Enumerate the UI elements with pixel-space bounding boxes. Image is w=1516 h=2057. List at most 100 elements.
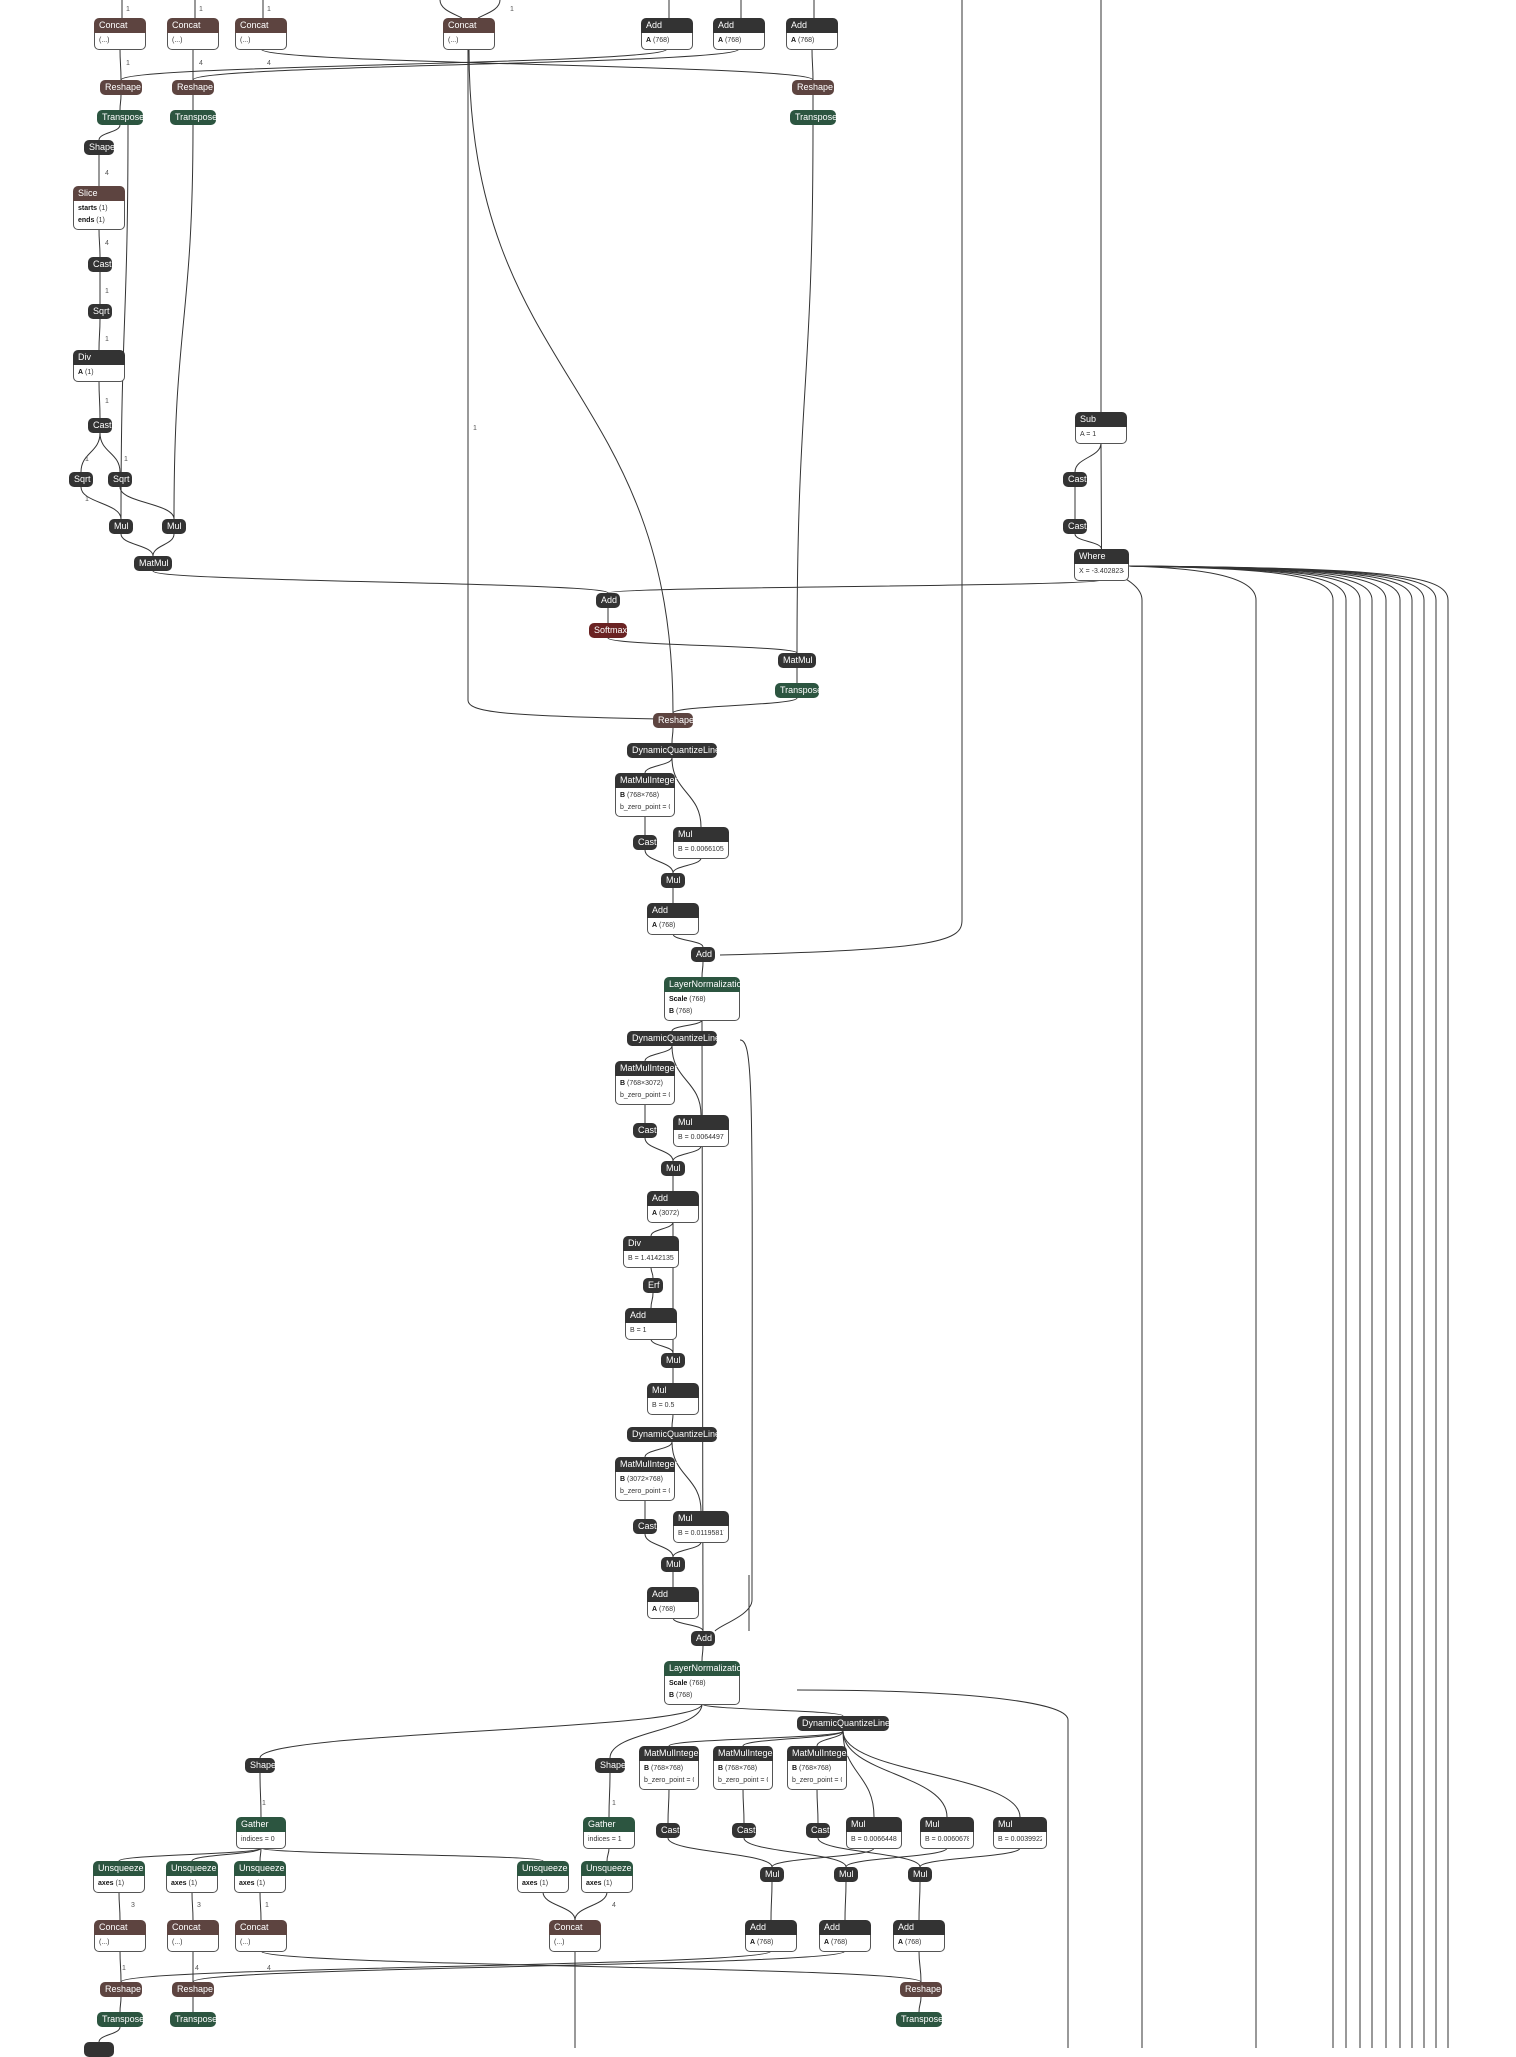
node-dynamicquantizelinear[interactable]: DynamicQuantizeLinear [627,743,728,758]
node-add[interactable]: Add [691,947,715,962]
node-reshape[interactable]: Reshape [172,80,214,95]
node-transpose[interactable]: Transpose [790,110,837,125]
node-cast[interactable]: Cast [633,1123,657,1138]
node-cast[interactable]: Cast [1063,519,1087,534]
node-concat[interactable]: Concat (...) [235,1920,287,1952]
node-gather[interactable]: Gather indices = 1 [583,1817,635,1849]
node-add[interactable]: Add A (768) [647,1587,699,1619]
node-layernormalization[interactable]: LayerNormalization Scale (768) B (768) [664,1661,747,1705]
node-mul[interactable]: Mul [661,1557,685,1572]
node-add[interactable]: Add A (3072) [647,1191,699,1223]
node-layernormalization[interactable]: LayerNormalization Scale (768) B (768) [664,977,747,1021]
node-sqrt[interactable]: Sqrt [108,472,132,487]
node-mul[interactable]: Mul [908,1867,932,1882]
node-cast[interactable]: Cast [656,1823,680,1838]
node-concat[interactable]: Concat (...) [235,18,287,50]
node-add[interactable]: Add A (768) [786,18,838,50]
node-mul[interactable]: Mul B = 0.5 [647,1383,699,1415]
node-reshape[interactable]: Reshape [172,1982,214,1997]
node-concat[interactable]: Concat (...) [549,1920,601,1952]
node-mul[interactable]: Mul [109,519,133,534]
node-unsqueeze[interactable]: Unsqueeze axes (1) [166,1861,218,1893]
node-mul[interactable]: Mul B = 0.01195817... [673,1511,729,1543]
node-cast[interactable]: Cast [806,1823,830,1838]
node-unsqueeze[interactable]: Unsqueeze axes (1) [581,1861,633,1893]
edge-label: 1 [122,1965,126,1972]
node-cast[interactable]: Cast [633,1519,657,1534]
node-mul[interactable]: Mul B = 0.00664489... [846,1817,902,1849]
node-dynamicquantizelinear[interactable]: DynamicQuantizeLinear [627,1031,728,1046]
node-attribute: (...) [172,35,214,47]
node-matmulinteger[interactable]: MatMulInteger B (768×3072) b_zero_point = … [615,1061,678,1105]
node-dynamicquantizelinear[interactable]: DynamicQuantizeLinear [627,1427,728,1442]
node-mul[interactable]: Mul [162,519,186,534]
node-dynamicquantizelinear[interactable]: DynamicQuantizeLinear [797,1716,898,1731]
node-concat[interactable]: Concat (...) [167,1920,219,1952]
node-erf[interactable]: Erf [643,1278,663,1293]
node-add[interactable]: Add A (768) [893,1920,945,1952]
node-cast[interactable]: Cast [732,1823,756,1838]
node-shape[interactable]: Shape [595,1758,626,1773]
node-unsqueeze[interactable]: Unsqueeze axes (1) [517,1861,569,1893]
node-mul[interactable]: Mul [760,1867,784,1882]
node-reshape[interactable]: Reshape [792,80,834,95]
node-add[interactable]: Add A (768) [641,18,693,50]
where-fanout-edge [1128,565,1425,2048]
node-reshape[interactable]: Reshape [900,1982,942,1997]
node-reshape[interactable]: Reshape [653,713,694,728]
node-concat[interactable]: Concat (...) [94,18,146,50]
node-mul[interactable]: Mul [661,1161,685,1176]
node-transpose[interactable]: Transpose [97,110,144,125]
node-add[interactable]: Add A (768) [713,18,765,50]
node-title: Mul [109,519,133,534]
node-matmulinteger[interactable]: MatMulInteger B (768×768) b_zero_point = 0 [615,773,678,817]
node-cast[interactable]: Cast [88,257,112,272]
node-matmulinteger[interactable]: MatMulInteger B (768×768) b_zero_point = 0 [639,1746,702,1790]
node-add[interactable]: Add A (768) [745,1920,797,1952]
node-mul[interactable]: Mul B = 0.00644975... [673,1115,729,1147]
node-sqrt[interactable]: Sqrt [69,472,93,487]
node-transpose[interactable]: Transpose [775,683,822,698]
node-add[interactable]: Add [691,1631,715,1646]
node-cast[interactable]: Cast [88,418,112,433]
node-sub[interactable]: Sub A = 1 [1075,412,1127,444]
node-concat[interactable]: Concat (...) [443,18,495,50]
node-mul[interactable]: Mul [661,1353,685,1368]
node-slice[interactable]: Slice starts (1) ends (1) [73,186,125,230]
node-softmax[interactable]: Softmax [589,623,627,638]
node-reshape[interactable]: Reshape [100,1982,142,1997]
node-mul[interactable]: Mul B = 0.00399223... [993,1817,1047,1849]
node-matmul[interactable]: MatMul [778,653,816,668]
node-gather[interactable]: Gather indices = 0 [236,1817,286,1849]
node-div[interactable]: Div A (1) [73,350,125,382]
node-shape[interactable]: Shape [245,1758,276,1773]
node-matmulinteger[interactable]: MatMulInteger B (3072×768) b_zero_point = … [615,1457,678,1501]
node-transpose[interactable]: Transpose [896,2012,943,2027]
node-where[interactable]: Where X = -3.4028234... [1074,549,1129,581]
node-cast[interactable]: Cast [1063,472,1087,487]
node-cast[interactable]: Cast [633,835,657,850]
node-transpose[interactable]: Transpose [97,2012,144,2027]
node-concat[interactable]: Concat (...) [94,1920,146,1952]
node-mul[interactable]: Mul [661,873,685,888]
node-partial[interactable] [84,2042,114,2057]
node-sqrt[interactable]: Sqrt [88,304,112,319]
node-mul[interactable]: Mul B = 0.00661052... [673,827,729,859]
node-add[interactable]: Add B = 1 [625,1308,677,1340]
node-mul[interactable]: Mul B = 0.00606788... [920,1817,974,1849]
node-matmulinteger[interactable]: MatMulInteger B (768×768) b_zero_point = 0 [713,1746,776,1790]
node-reshape[interactable]: Reshape [100,80,142,95]
node-unsqueeze[interactable]: Unsqueeze axes (1) [234,1861,286,1893]
node-concat[interactable]: Concat (...) [167,18,219,50]
node-add[interactable]: Add A (768) [647,903,699,935]
node-transpose[interactable]: Transpose [170,110,217,125]
node-div[interactable]: Div B = 1.41421353... [623,1236,679,1268]
node-mul[interactable]: Mul [834,1867,858,1882]
node-unsqueeze[interactable]: Unsqueeze axes (1) [93,1861,145,1893]
node-transpose[interactable]: Transpose [170,2012,217,2027]
node-add[interactable]: Add A (768) [819,1920,871,1952]
node-matmulinteger[interactable]: MatMulInteger B (768×768) b_zero_point = 0 [787,1746,850,1790]
node-shape[interactable]: Shape [84,140,115,155]
node-add[interactable]: Add [596,593,620,608]
node-matmul[interactable]: MatMul [134,556,172,571]
